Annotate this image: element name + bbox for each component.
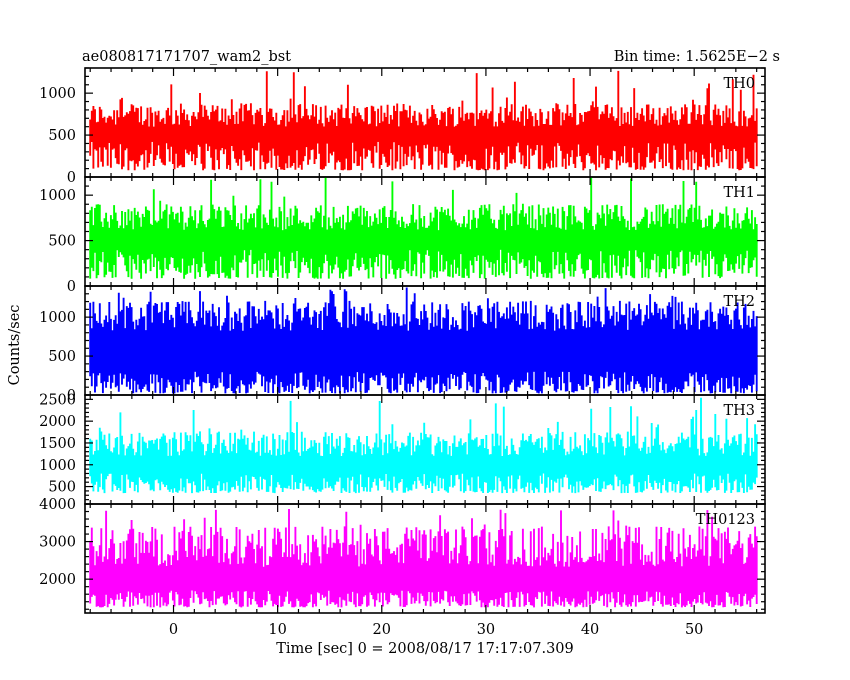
x-tick-label: 40 xyxy=(581,622,599,638)
panel-frame-th0123 xyxy=(84,503,766,614)
x-tick-label: 50 xyxy=(685,622,703,638)
y-tick-label: 2000 xyxy=(39,414,76,430)
x-axis-label: Time [sec] 0 = 2008/08/17 17:17:07.309 xyxy=(276,641,574,657)
y-tick-label: 0 xyxy=(67,170,76,186)
y-tick-label: 0 xyxy=(67,388,76,404)
series-core-th1 xyxy=(90,232,757,250)
series-core-th2 xyxy=(90,333,757,372)
y-tick-label: 1000 xyxy=(39,458,76,474)
y-tick-label: 0 xyxy=(67,279,76,295)
x-tick-label: 30 xyxy=(477,622,495,638)
series-core-th3 xyxy=(90,458,757,474)
panel-label-th0123: TH0123 xyxy=(696,512,755,528)
panel-label-th1: TH1 xyxy=(723,185,755,201)
series-th3 xyxy=(89,397,758,494)
series-th0123 xyxy=(89,509,758,608)
y-tick-label: 500 xyxy=(48,128,76,144)
y-tick-label: 1000 xyxy=(39,188,76,204)
x-tick-label: 20 xyxy=(373,622,391,638)
y-tick-label: 4000 xyxy=(39,497,76,513)
panel-label-th0: TH0 xyxy=(723,76,755,92)
y-tick-label: 2000 xyxy=(39,572,76,588)
y-tick-label: 500 xyxy=(48,234,76,250)
panel-label-th2: TH2 xyxy=(723,294,755,310)
y-tick-label: 1500 xyxy=(39,436,76,452)
series-th1 xyxy=(89,177,758,279)
bin-time-label: Bin time: 1.5625E−2 s xyxy=(614,49,780,65)
y-tick-label: 1000 xyxy=(39,86,76,102)
figure-title: ae080817171707_wam2_bst xyxy=(82,49,291,65)
y-tick-label: 1000 xyxy=(39,310,76,326)
series-core-th0123 xyxy=(90,570,757,591)
panel-label-th3: TH3 xyxy=(723,403,755,419)
y-tick-label: 500 xyxy=(48,480,76,496)
y-tick-label: 500 xyxy=(48,349,76,365)
y-tick-label: 2500 xyxy=(39,392,76,408)
x-tick-label: 10 xyxy=(268,622,286,638)
y-axis-label: Counts/sec xyxy=(7,305,23,386)
series-core-th0 xyxy=(90,128,757,142)
y-tick-label: 3000 xyxy=(39,535,76,551)
series-th0 xyxy=(89,70,758,171)
x-tick-label: 0 xyxy=(169,622,178,638)
